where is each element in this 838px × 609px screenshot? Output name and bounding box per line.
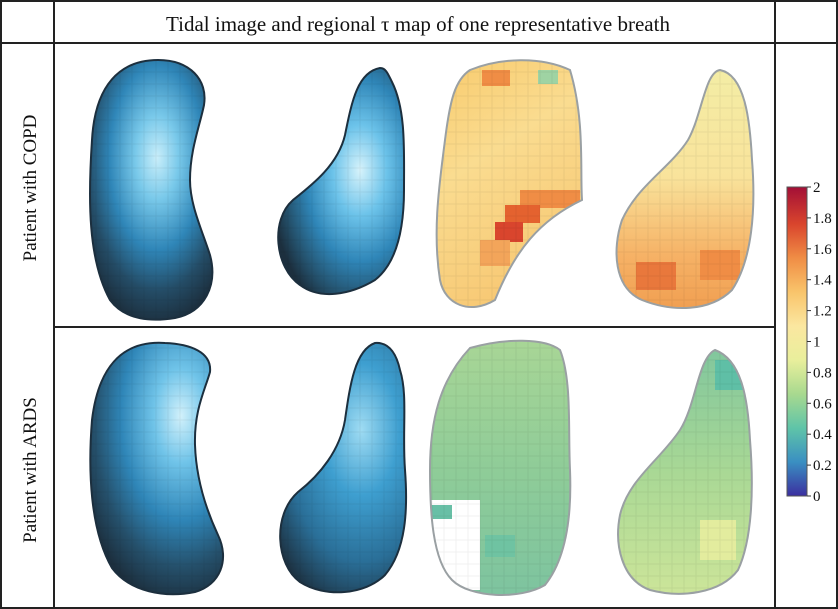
- ards-tau-map-right-lung: [428, 339, 572, 597]
- colorbar-tick-label: 1: [813, 335, 821, 351]
- colorbar: 2 1.8 1.6 1.4 1.2 1 0.8 0.6 0.4 0.2 0: [786, 180, 832, 505]
- colorbar-gradient: [786, 186, 808, 497]
- colorbar-tick-label: 0: [813, 489, 821, 505]
- colorbar-tick-label: 1.6: [813, 242, 832, 258]
- colorbar-tick-label: 1.8: [813, 211, 832, 227]
- figure-title: Tidal image and regional τ map of one re…: [166, 12, 670, 36]
- colorbar-ticks: 2 1.8 1.6 1.4 1.2 1 0.8 0.6 0.4 0.2 0: [807, 180, 832, 505]
- colorbar-tick-label: 1.2: [813, 304, 832, 320]
- row-label-ards: Patient with ARDS: [20, 397, 41, 543]
- row-label-copd: Patient with COPD: [20, 115, 41, 262]
- colorbar-tick-label: 0.8: [813, 365, 832, 381]
- colorbar-tick-label: 1.4: [813, 273, 832, 289]
- colorbar-tick-label: 0.6: [813, 396, 832, 412]
- colorbar-tick-label: 2: [813, 180, 821, 196]
- colorbar-tick-label: 0.2: [813, 458, 832, 474]
- colorbar-tick-label: 0.4: [813, 427, 832, 443]
